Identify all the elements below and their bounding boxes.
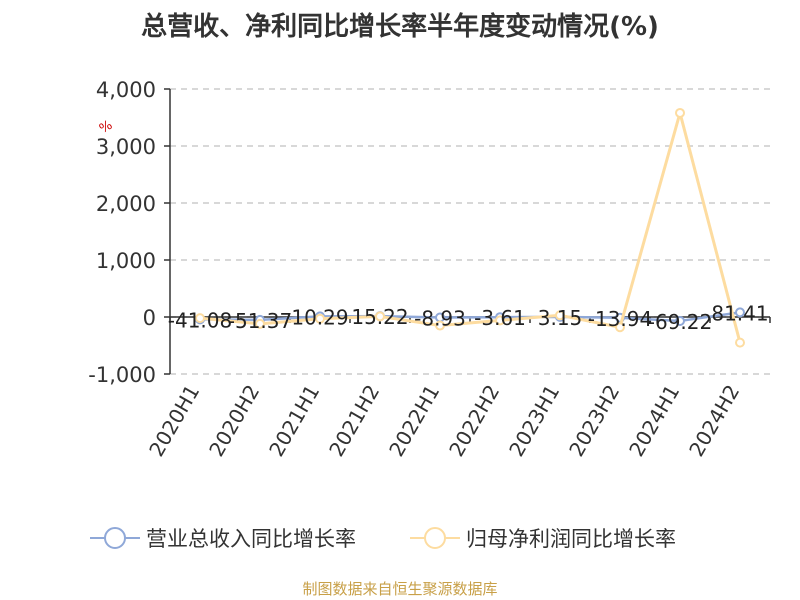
data-point-1 [495,315,505,326]
data-point-0 [675,315,685,326]
y-tick-label: 0 [143,306,156,330]
x-tick-label: 2020H2 [204,381,264,461]
series-line-0 [199,311,741,323]
data-point-1 [435,320,445,331]
legend-item-net-profit[interactable]: 归母净利润同比增长率 [410,522,676,554]
data-label: -69.22 [648,310,712,334]
data-point-1 [735,337,745,348]
series-line-1 [199,111,742,344]
y-tick-label: 4,000 [96,78,156,102]
data-label: -8.93 [414,307,466,331]
data-label: 15.22 [351,305,408,329]
data-label: 10.29 [291,305,348,329]
legend-label-net-profit: 归母净利润同比增长率 [466,527,676,551]
y-tick-label: -1,000 [88,363,156,387]
data-point-1 [615,322,625,333]
data-point-1 [315,313,325,324]
legend-marker-revenue [90,527,140,549]
data-label: -3.61 [474,306,526,330]
legend-marker-net-profit [410,527,460,549]
x-tick-label: 2021H2 [324,381,384,461]
x-tick-label: 2023H1 [504,381,564,461]
x-tick-label: 2022H2 [444,381,504,461]
x-tick-label: 2022H1 [384,381,444,461]
legend-label-revenue: 营业总收入同比增长率 [146,527,356,551]
data-label: -41.08 [168,308,232,332]
data-label: 81.41 [711,301,768,325]
data-label: -51.37 [228,309,292,333]
y-tick-label: 1,000 [96,249,156,273]
data-point-1 [195,313,205,324]
y-tick-label: 3,000 [96,135,156,159]
x-tick-label: 2024H1 [624,381,684,461]
legend: 营业总收入同比增长率 归母净利润同比增长率 [0,522,800,554]
y-tick-label: 2,000 [96,192,156,216]
data-point-1 [375,311,385,322]
x-tick-label: 2023H2 [564,381,624,461]
x-tick-label: 2020H1 [144,381,204,461]
data-point-1 [555,310,565,321]
data-point-1 [675,107,685,118]
x-tick-label: 2021H1 [264,381,324,461]
x-tick-label: 2024H2 [684,381,744,461]
data-point-0 [735,307,745,318]
data-point-1 [255,318,265,329]
chart-title: 总营收、净利同比增长率半年度变动情况(%) [141,12,659,42]
data-label: -13.94 [588,307,652,331]
data-source-note: 制图数据来自恒生聚源数据库 [302,580,498,598]
data-label: 3.15 [538,306,583,330]
legend-item-revenue[interactable]: 营业总收入同比增长率 [90,522,356,554]
